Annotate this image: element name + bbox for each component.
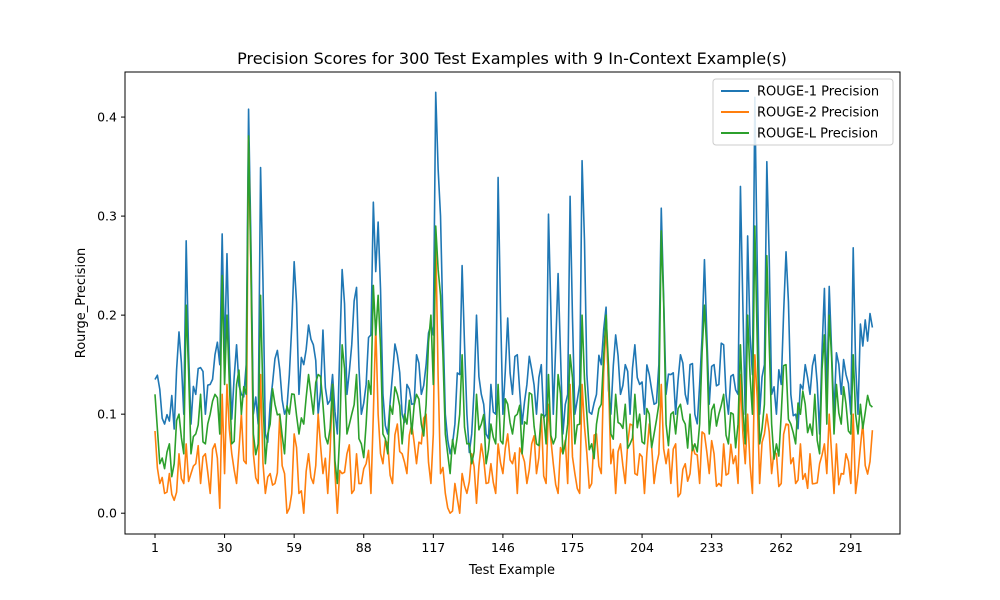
legend-box	[712, 78, 894, 146]
legend-label: ROUGE-1 Precision	[757, 85, 879, 100]
x-tick-label: 291	[839, 540, 863, 555]
y-tick-label: 0.4	[97, 110, 117, 125]
series-line-3	[154, 135, 873, 485]
y-tick-label: 0.1	[97, 407, 117, 422]
x-tick-label: 204	[630, 540, 654, 555]
x-tick-label: 1	[151, 540, 159, 555]
legend-label: ROUGE-2 Precision	[757, 106, 879, 121]
y-tick-label: 0.0	[97, 506, 117, 521]
x-tick-label: 59	[286, 540, 302, 555]
legend: ROUGE-1 Precision ROUGE-2 Precision ROUGE-…	[712, 78, 894, 146]
series-layer	[154, 91, 874, 514]
x-axis-label: Test Example	[468, 563, 555, 578]
y-axis-label: Rourge_Precision	[74, 248, 89, 359]
legend-label: ROUGE-L Precision	[757, 127, 878, 142]
plot-frame	[124, 71, 901, 535]
x-tick-label: 30	[217, 540, 233, 555]
y-tick-label: 0.3	[97, 209, 117, 224]
x-axis: 1 30 59 88 117 146 175 204 233 262 291	[151, 534, 863, 555]
series-line-2	[154, 138, 874, 514]
x-tick-label: 146	[491, 540, 515, 555]
x-tick-label: 175	[561, 540, 585, 555]
y-axis: 0.0 0.1 0.2 0.3 0.4	[97, 110, 125, 521]
x-tick-label: 117	[421, 540, 445, 555]
x-tick-label: 233	[700, 540, 724, 555]
x-tick-label: 262	[769, 540, 793, 555]
y-tick-label: 0.2	[97, 308, 117, 323]
chart-title: Precision Scores for 300 Test Examples w…	[237, 49, 787, 68]
x-tick-label: 88	[356, 540, 372, 555]
